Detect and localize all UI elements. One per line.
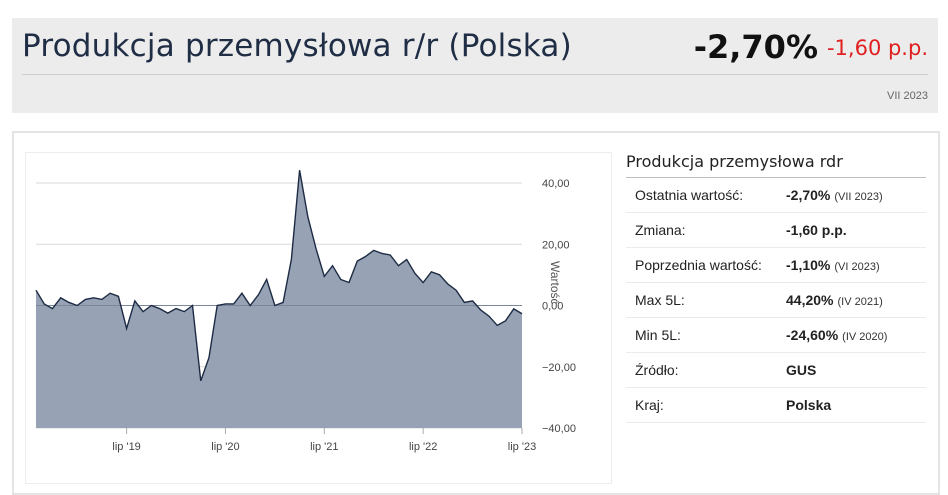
period-date: VII 2023 [887,90,928,102]
info-title: Produkcja przemysłowa rdr [626,152,926,178]
info-label: Ostatnia wartość: [635,187,744,203]
x-tick-label: lip '19 [112,441,140,453]
info-value: -2,70% (VII 2023) [786,187,883,203]
info-row-previous: Poprzednia wartość: -1,10% (VI 2023) [626,248,926,283]
info-value: GUS [786,362,817,378]
latest-value: -2,70% [693,28,818,66]
info-row-latest: Ostatnia wartość: -2,70% (VII 2023) [626,178,926,213]
page-title: Produkcja przemysłowa r/r (Polska) [22,28,572,64]
x-tick-label: lip '23 [508,441,536,453]
info-period: (IV 2020) [842,331,888,343]
info-value: -24,60% (IV 2020) [786,327,888,343]
info-period: (VI 2023) [834,261,880,273]
info-label: Min 5L: [635,327,681,343]
info-row-source: Źródło: GUS [626,353,926,388]
info-period: (IV 2021) [837,296,883,308]
x-tick-label: lip '22 [409,441,437,453]
info-value: -1,60 p.p. [786,222,847,238]
y-tick-label: −40,00 [542,423,576,435]
y-tick-label: 20,00 [542,239,570,251]
area-chart[interactable]: 40,00 20,00 0,00 −20,00 −40,00 lip '19 lip '20… [26,153,611,483]
info-row-max: Max 5L: 44,20% (IV 2021) [626,283,926,318]
info-row-country: Kraj: Polska [626,388,926,423]
info-panel: Produkcja przemysłowa rdr Ostatnia warto… [626,152,926,423]
header-panel: Produkcja przemysłowa r/r (Polska) -2,70… [12,18,938,113]
x-tick-label: lip '21 [310,441,338,453]
y-tick-label: 0,00 [542,301,563,313]
info-label: Źródło: [635,362,679,378]
y-tick-label: −20,00 [542,362,576,374]
y-axis-label: Wartość [548,261,562,305]
y-tick-label: 40,00 [542,178,570,190]
info-value: -1,10% (VI 2023) [786,257,880,273]
info-row-change: Zmiana: -1,60 p.p. [626,213,926,248]
chart-container[interactable]: 40,00 20,00 0,00 −20,00 −40,00 lip '19 lip '20… [25,152,612,484]
info-label: Max 5L: [635,292,685,308]
info-row-min: Min 5L: -24,60% (IV 2020) [626,318,926,353]
area-series-fill [36,170,522,428]
change-value: -1,60 p.p. [826,36,928,60]
series-line [35,170,523,382]
info-label: Poprzednia wartość: [635,257,762,273]
info-value: Polska [786,397,832,413]
info-label: Kraj: [635,397,664,413]
info-period: (VII 2023) [834,191,883,203]
x-tick-label: lip '20 [211,441,239,453]
header-divider [22,74,928,75]
info-label: Zmiana: [635,222,686,238]
info-value: 44,20% (IV 2021) [786,292,883,308]
